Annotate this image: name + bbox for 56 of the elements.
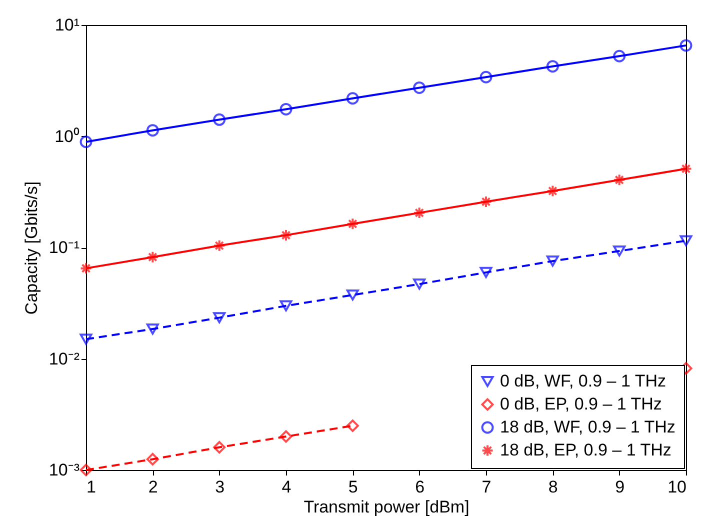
point (546, 184, 559, 198)
x-tick-label: 9 (615, 478, 625, 496)
point (280, 228, 292, 242)
point (346, 289, 359, 301)
point (80, 464, 92, 476)
point (546, 256, 559, 267)
point (613, 245, 626, 257)
point (146, 250, 159, 264)
x-axis-title: Transmit power [dBm] (304, 498, 470, 516)
point (213, 441, 226, 454)
point (480, 266, 492, 278)
point (346, 92, 359, 105)
point (413, 81, 426, 94)
y-tick-label: 10¹ (54, 16, 80, 34)
point (613, 50, 626, 62)
point (346, 218, 359, 230)
point (680, 39, 692, 52)
legend-label: 0 dB, WF, 0.9 – 1 THz (500, 372, 666, 390)
point (146, 124, 159, 137)
point (346, 419, 359, 432)
point (80, 136, 92, 148)
point (213, 113, 226, 126)
point (213, 312, 226, 324)
x-tick-label: 10 (668, 478, 686, 496)
point (80, 334, 92, 345)
x-tick-label: 8 (548, 478, 558, 496)
x-tick-label: 4 (282, 478, 292, 496)
point (680, 235, 692, 246)
x-tick-label: 7 (482, 478, 492, 496)
point (280, 300, 292, 312)
point (480, 70, 492, 84)
y-axis-title: Capacity [Gbits/s] (22, 181, 41, 315)
x-tick-label: 2 (148, 478, 158, 496)
x-tick-label: 1 (86, 478, 96, 496)
legend-label: 18 dB, WF, 0.9 – 1 THz (500, 418, 676, 436)
point (413, 206, 426, 220)
point (480, 195, 492, 208)
x-tick-label: 3 (215, 478, 225, 496)
point (413, 278, 426, 290)
point (80, 262, 92, 275)
point (680, 162, 692, 176)
point (213, 239, 226, 252)
y-tick-label: 10⁻¹ (48, 238, 80, 257)
point (546, 60, 559, 73)
point (613, 174, 626, 186)
y-tick-label: 10⁻³ (48, 460, 80, 480)
x-tick-label: 6 (415, 478, 425, 496)
x-tick-label: 5 (348, 478, 358, 496)
y-tick-label: 10⁰ (54, 126, 80, 146)
point (280, 430, 292, 443)
legend-label: 0 dB, EP, 0.9 – 1 THz (500, 394, 662, 414)
point (146, 452, 159, 466)
y-tick-label: 10⁻² (48, 349, 80, 368)
point (146, 323, 159, 335)
legend-label: 18 dB, EP, 0.9 – 1 THz (500, 440, 672, 460)
point (280, 102, 292, 116)
